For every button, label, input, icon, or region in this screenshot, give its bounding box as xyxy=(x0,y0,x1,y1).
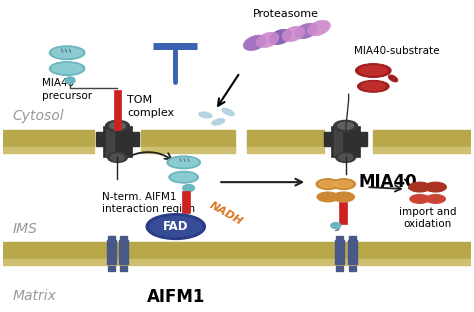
Ellipse shape xyxy=(336,153,356,162)
Bar xyxy=(347,241,356,264)
Ellipse shape xyxy=(317,192,339,202)
Bar xyxy=(339,202,346,224)
Bar xyxy=(131,132,139,146)
Ellipse shape xyxy=(362,82,385,90)
Ellipse shape xyxy=(171,173,196,181)
Text: import and
oxidation: import and oxidation xyxy=(399,207,456,229)
Bar xyxy=(120,266,128,271)
Text: IMS: IMS xyxy=(13,222,37,236)
Bar xyxy=(335,241,344,264)
Ellipse shape xyxy=(108,153,128,162)
Ellipse shape xyxy=(425,182,447,192)
Bar xyxy=(247,147,324,153)
Bar xyxy=(108,236,115,241)
Bar xyxy=(96,132,104,146)
Ellipse shape xyxy=(169,158,198,167)
Ellipse shape xyxy=(65,77,75,84)
Bar xyxy=(107,241,116,264)
Ellipse shape xyxy=(52,48,82,58)
Bar xyxy=(3,147,94,153)
Ellipse shape xyxy=(49,62,85,76)
Text: MIA40: MIA40 xyxy=(358,173,417,191)
Ellipse shape xyxy=(167,156,201,169)
Text: Matrix: Matrix xyxy=(13,289,57,303)
Ellipse shape xyxy=(146,214,205,239)
Ellipse shape xyxy=(49,46,85,60)
Text: NADH: NADH xyxy=(207,200,244,227)
Ellipse shape xyxy=(182,185,194,192)
Ellipse shape xyxy=(110,154,124,161)
Bar xyxy=(348,266,356,271)
Ellipse shape xyxy=(426,194,446,203)
Ellipse shape xyxy=(334,120,357,131)
Ellipse shape xyxy=(319,181,337,188)
Ellipse shape xyxy=(169,171,199,183)
Ellipse shape xyxy=(308,20,330,36)
Bar xyxy=(3,259,471,265)
Ellipse shape xyxy=(338,122,354,129)
Ellipse shape xyxy=(52,64,82,74)
Ellipse shape xyxy=(243,35,266,51)
Text: FAD: FAD xyxy=(163,220,189,233)
Ellipse shape xyxy=(359,66,387,75)
Ellipse shape xyxy=(332,179,356,190)
Ellipse shape xyxy=(409,182,430,192)
Text: TOM
complex: TOM complex xyxy=(128,95,174,119)
Ellipse shape xyxy=(389,75,398,82)
Text: N-term. AIFM1
interaction region: N-term. AIFM1 interaction region xyxy=(102,192,195,214)
Ellipse shape xyxy=(282,26,305,41)
Bar xyxy=(3,130,94,147)
Bar xyxy=(348,236,356,241)
Bar xyxy=(336,236,343,241)
Ellipse shape xyxy=(109,122,126,129)
Bar xyxy=(334,128,342,155)
Bar xyxy=(114,90,121,130)
Bar xyxy=(336,266,343,271)
Ellipse shape xyxy=(339,154,353,161)
Bar xyxy=(119,241,128,264)
Ellipse shape xyxy=(356,64,391,77)
Bar xyxy=(182,191,190,213)
Text: Cytosol: Cytosol xyxy=(13,109,64,123)
Ellipse shape xyxy=(256,32,279,47)
Ellipse shape xyxy=(222,108,235,116)
Ellipse shape xyxy=(106,120,129,131)
Text: Proteasome: Proteasome xyxy=(253,9,319,19)
Ellipse shape xyxy=(331,223,341,229)
Ellipse shape xyxy=(269,29,292,45)
Ellipse shape xyxy=(295,23,318,39)
Text: MIA40
precursor: MIA40 precursor xyxy=(43,78,92,101)
Bar xyxy=(103,126,132,158)
Ellipse shape xyxy=(357,80,389,92)
Bar xyxy=(3,242,471,259)
Bar xyxy=(108,266,115,271)
Text: MIA40-substrate: MIA40-substrate xyxy=(354,46,439,56)
Ellipse shape xyxy=(333,192,355,202)
Ellipse shape xyxy=(316,179,340,190)
Bar xyxy=(374,130,471,147)
Bar xyxy=(359,132,367,146)
Ellipse shape xyxy=(211,119,225,125)
Text: AIFM1: AIFM1 xyxy=(146,288,205,306)
Bar xyxy=(247,130,324,147)
Bar xyxy=(141,147,235,153)
Bar xyxy=(324,132,332,146)
Bar xyxy=(120,236,128,241)
Bar xyxy=(106,128,114,155)
Ellipse shape xyxy=(335,181,353,188)
Bar xyxy=(141,130,235,147)
Bar xyxy=(374,147,471,153)
Ellipse shape xyxy=(199,112,212,118)
Ellipse shape xyxy=(150,217,201,236)
Bar xyxy=(331,126,360,158)
Ellipse shape xyxy=(410,194,429,203)
